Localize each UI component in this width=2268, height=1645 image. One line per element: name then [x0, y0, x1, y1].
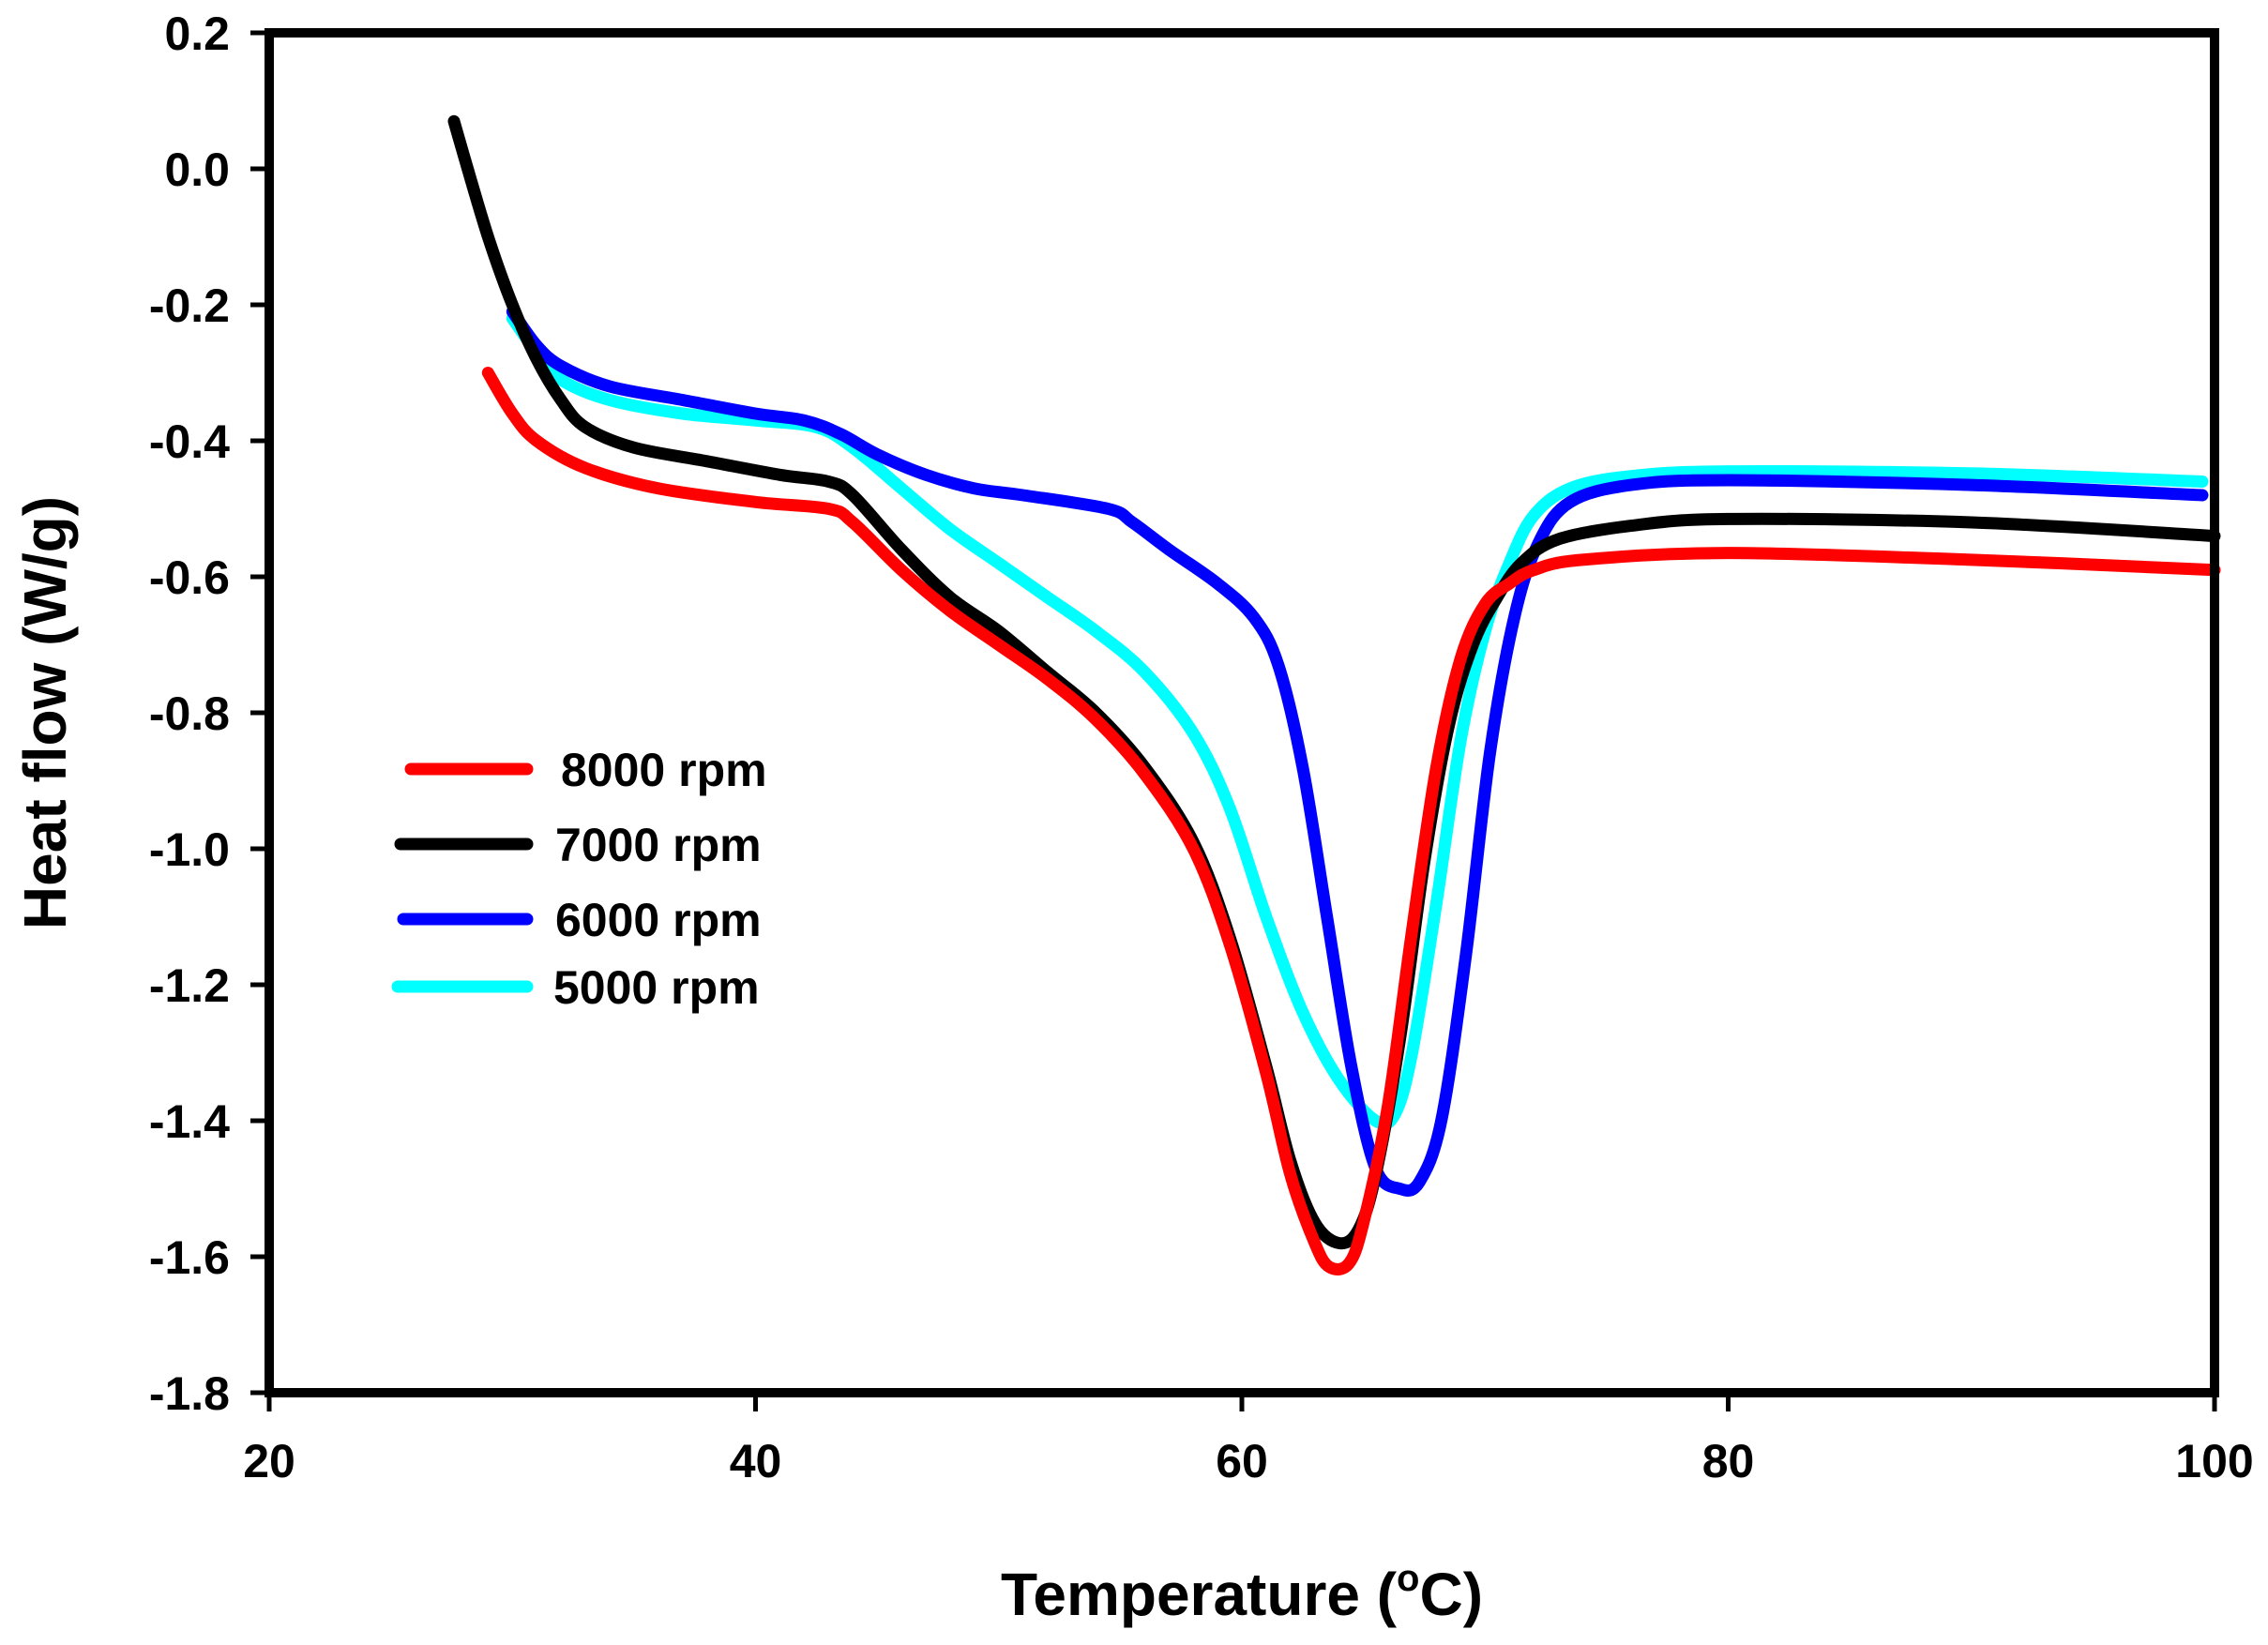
- series-line-6000-rpm: [506, 305, 2209, 1197]
- x-tick-label: 20: [243, 1435, 295, 1487]
- y-axis-title: Heat flow (W/g): [11, 496, 79, 929]
- legend-label-8000-rpm: 8000 rpm: [561, 744, 767, 796]
- x-tick-label: 80: [1702, 1435, 1755, 1487]
- plot-frame: [265, 28, 2219, 1397]
- x-tick-label: 40: [730, 1435, 782, 1487]
- y-tick-label: -0.2: [149, 279, 230, 332]
- y-tick-label: -1.8: [149, 1367, 230, 1420]
- y-tick-label: -0.4: [149, 415, 230, 468]
- x-tick-label: 100: [2175, 1435, 2253, 1487]
- x-axis-title: Temperature (oC): [1001, 1558, 1483, 1628]
- legend: 8000 rpm 7000 rpm 6000 rpm 5000 rpm: [391, 744, 767, 1014]
- series-layer: [447, 114, 2221, 1275]
- series-line-8000-rpm: [481, 367, 2221, 1275]
- y-tick-label: -0.6: [149, 551, 230, 604]
- ticks-layer: 20 40 60 80 100 0.2 0.0 -0.2 -0.4 -0.6 -0.8 -1.0 -1.…: [149, 8, 2254, 1487]
- legend-label-6000-rpm: 6000 rpm: [555, 894, 762, 946]
- y-tick-label: 0.2: [164, 8, 230, 60]
- y-tick-label: -0.8: [149, 687, 230, 740]
- y-tick-label: -1.2: [149, 959, 230, 1012]
- x-tick-label: 60: [1216, 1435, 1268, 1487]
- y-tick-label: -1.4: [149, 1095, 230, 1148]
- y-tick-label: -1.0: [149, 823, 230, 876]
- x-axis-title-unit: C): [1419, 1561, 1483, 1628]
- y-tick-label: 0.0: [164, 143, 230, 196]
- x-axis-title-main: Temperature (: [1001, 1561, 1398, 1628]
- y-tick-label: -1.6: [149, 1231, 230, 1284]
- series-line-5000-rpm: [506, 312, 2209, 1130]
- legend-label-5000-rpm: 5000 rpm: [553, 961, 760, 1014]
- legend-label-7000-rpm: 7000 rpm: [555, 819, 762, 871]
- x-axis-title-degree: o: [1397, 1558, 1419, 1599]
